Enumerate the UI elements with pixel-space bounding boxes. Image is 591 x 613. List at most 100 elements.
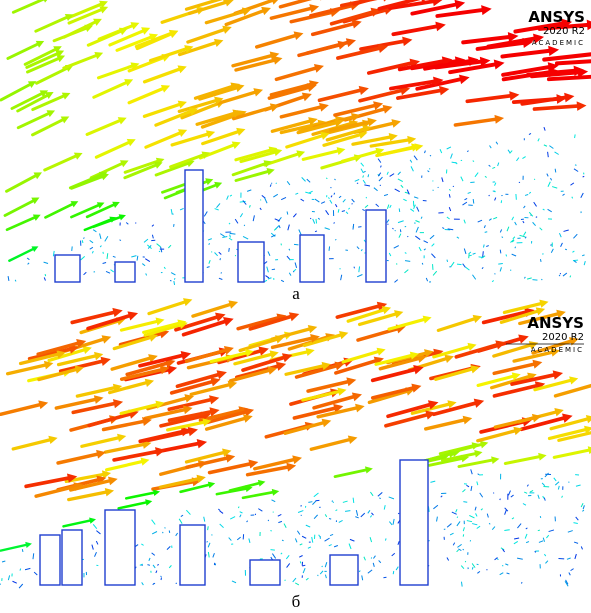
velocity-vector <box>439 149 443 154</box>
velocity-vector <box>397 178 404 182</box>
velocity-vector <box>127 85 168 105</box>
vector-head <box>448 450 457 458</box>
vector-head <box>462 415 473 425</box>
velocity-vector <box>187 0 231 16</box>
velocity-vector <box>386 204 390 209</box>
velocity-vector <box>582 509 585 512</box>
velocity-vector <box>110 269 115 273</box>
velocity-vector <box>462 534 465 537</box>
vector-head <box>319 102 329 112</box>
velocity-vector <box>389 204 392 209</box>
velocity-vector <box>296 530 301 535</box>
velocity-vector <box>451 511 457 515</box>
velocity-vector <box>496 558 499 561</box>
vector-head <box>241 7 252 16</box>
velocity-vector <box>436 516 438 522</box>
building <box>237 241 265 283</box>
vector-head <box>213 38 224 47</box>
velocity-vector <box>542 208 545 211</box>
velocity-vector <box>358 266 361 273</box>
velocity-vector <box>99 233 102 240</box>
vector-head <box>305 347 315 357</box>
velocity-vector <box>154 108 195 127</box>
velocity-vector <box>474 172 479 178</box>
vector-head <box>32 214 41 221</box>
velocity-vector <box>340 149 382 163</box>
velocity-vector <box>406 189 410 195</box>
velocity-vector <box>447 228 454 231</box>
velocity-vector <box>329 199 333 204</box>
vector-head <box>205 130 216 139</box>
vector-head <box>367 117 377 127</box>
vector-head <box>269 350 279 359</box>
velocity-vector <box>334 238 337 241</box>
velocity-vector <box>462 548 465 551</box>
velocity-vector <box>352 497 355 503</box>
velocity-vector <box>164 527 166 529</box>
velocity-vector <box>560 242 563 247</box>
velocity-vector <box>286 563 291 568</box>
vector-head <box>182 405 193 415</box>
velocity-vector <box>305 524 311 528</box>
velocity-vector <box>174 314 222 332</box>
vector-head <box>104 487 115 497</box>
velocity-vector <box>37 367 81 382</box>
velocity-vector <box>372 562 375 567</box>
velocity-vector <box>392 518 395 525</box>
vector-head <box>184 394 195 403</box>
vector-head <box>336 147 346 155</box>
velocity-vector <box>391 23 442 37</box>
velocity-vector <box>273 193 279 198</box>
velocity-vector <box>112 255 116 258</box>
velocity-vector <box>103 442 149 454</box>
velocity-vector <box>134 30 176 49</box>
vector-head <box>31 197 40 205</box>
velocity-vector <box>204 9 249 25</box>
building <box>61 529 83 586</box>
velocity-vector <box>480 508 483 511</box>
velocity-vector <box>333 222 335 224</box>
velocity-vector <box>543 144 548 147</box>
vector-head <box>46 110 56 118</box>
velocity-vector <box>358 87 407 103</box>
velocity-vector <box>228 481 263 492</box>
velocity-vector <box>92 79 131 99</box>
vector-head <box>177 100 187 109</box>
velocity-vector <box>266 266 269 273</box>
velocity-vector <box>110 355 155 371</box>
velocity-vector <box>123 162 160 180</box>
velocity-vector <box>475 513 478 517</box>
velocity-vector <box>99 245 102 248</box>
vector-head <box>267 366 278 375</box>
velocity-vector <box>234 169 272 182</box>
velocity-vector <box>470 485 473 492</box>
velocity-vector <box>342 198 346 203</box>
velocity-vector <box>486 513 489 518</box>
velocity-vector <box>321 565 323 568</box>
velocity-vector <box>269 184 272 187</box>
velocity-vector <box>397 58 449 72</box>
velocity-vector <box>86 28 125 47</box>
velocity-vector <box>277 514 282 517</box>
velocity-vector <box>267 519 270 522</box>
vector-head <box>301 92 312 102</box>
velocity-vector <box>292 577 297 583</box>
velocity-vector <box>410 166 414 172</box>
velocity-vector <box>410 1 462 16</box>
vector-head <box>31 246 39 252</box>
velocity-vector <box>492 361 539 376</box>
velocity-vector <box>95 540 99 545</box>
vector-head <box>117 117 127 125</box>
velocity-vector <box>229 194 233 197</box>
velocity-vector <box>398 208 401 213</box>
velocity-vector <box>377 172 382 177</box>
velocity-vector <box>517 523 522 529</box>
velocity-vector <box>287 224 290 231</box>
velocity-vector <box>580 546 583 550</box>
velocity-vector <box>333 103 380 117</box>
velocity-vector <box>462 201 468 206</box>
velocity-vector <box>263 151 303 167</box>
velocity-vector <box>62 52 101 70</box>
velocity-vector <box>71 401 120 415</box>
velocity-vector <box>231 104 277 121</box>
